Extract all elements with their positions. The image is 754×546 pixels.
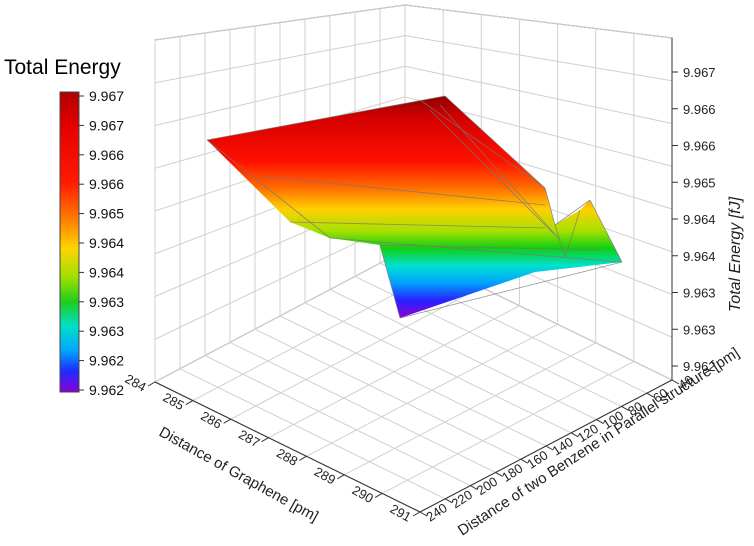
colorbar-title: Total Energy [4,56,121,79]
grid-line-y [179,368,446,500]
y-tick-label: 40 [675,372,695,392]
z-tick-label: 9.963 [683,322,716,337]
x-tick-mark [223,418,231,424]
grid-line-z [154,65,406,126]
z-tick-label: 9.965 [683,175,716,190]
x-tick-label: 284 [123,371,149,395]
z-tick-label: 9.966 [683,102,716,117]
y-tick-mark [621,405,629,411]
y-tick-mark [444,498,453,504]
z-tick-label: 9.967 [683,65,716,80]
y-tick-label: 80 [625,398,645,418]
z-axis-ticks: 9.962 9.963 9.963 9.964 9.964 9.965 9.966 9.966… [671,38,716,380]
y-tick-mark [470,485,478,491]
z-axis-title: Total Energy [fJ] [727,196,744,312]
colorbar-tick-label: 9.966 [89,147,124,163]
y-tick-mark [520,458,529,464]
grid-line-z [154,4,406,41]
colorbar-tick-label: 9.963 [89,323,124,339]
grid-line-y [204,355,471,487]
energy-surface [206,95,623,319]
z-tick-label: 9.966 [683,139,716,154]
x-tick-mark [261,437,269,443]
y-tick-label: 60 [650,385,670,405]
x-tick-mark [337,474,345,480]
x-tick-mark [147,381,156,387]
y-tick-mark [671,379,680,385]
x-tick-mark [185,400,194,406]
y-tick-mark [596,419,604,425]
grid-line-z [404,65,673,124]
colorbar-tick-label: 9.963 [89,294,124,310]
y-tick-mark [646,392,655,398]
colorbar-tick-label: 9.967 [89,117,124,133]
y-tick-mark [570,432,579,438]
grid-line-y [254,328,522,460]
grid-line-y [304,302,572,434]
y-tick-mark [495,471,503,477]
z-tick-label: 9.964 [683,212,716,227]
x-tick-mark [374,492,383,498]
x-tick-mark [412,511,421,517]
colorbar: 9.967 9.967 9.966 9.966 9.965 9.964 9.964 9.963… [59,88,124,398]
grid-line-z [154,35,406,84]
surface-main [207,96,622,318]
y-tick-mark [545,445,554,451]
grid-line-z [404,4,673,39]
z-tick-label: 9.964 [683,249,716,264]
colorbar-tick-label: 9.964 [89,235,124,251]
grid-line-y [279,315,547,447]
grid-line-z [404,35,673,82]
colorbar-tick-label: 9.966 [89,176,124,192]
x-tick-mark [299,455,307,461]
grid-line-z [154,249,406,383]
colorbar-tick-label: 9.964 [89,264,124,280]
colorbar-tick-label: 9.962 [89,353,124,369]
z-tick-label: 9.963 [683,286,716,301]
grid-line-y [329,289,597,421]
colorbar-tick-label: 9.962 [89,382,124,398]
colorbar-tick-label: 9.965 [89,206,124,222]
surface-mesh-lines [206,95,623,319]
z-tick-label: 9.962 [683,359,716,374]
colorbar-gradient [59,91,80,393]
colorbar-ticks: 9.967 9.967 9.966 9.966 9.965 9.964 9.964 9.963… [79,88,124,398]
grid-line-y [229,341,496,473]
x-axis-line [154,381,421,513]
y-tick-mark [419,511,428,517]
colorbar-tick-label: 9.967 [89,88,124,104]
